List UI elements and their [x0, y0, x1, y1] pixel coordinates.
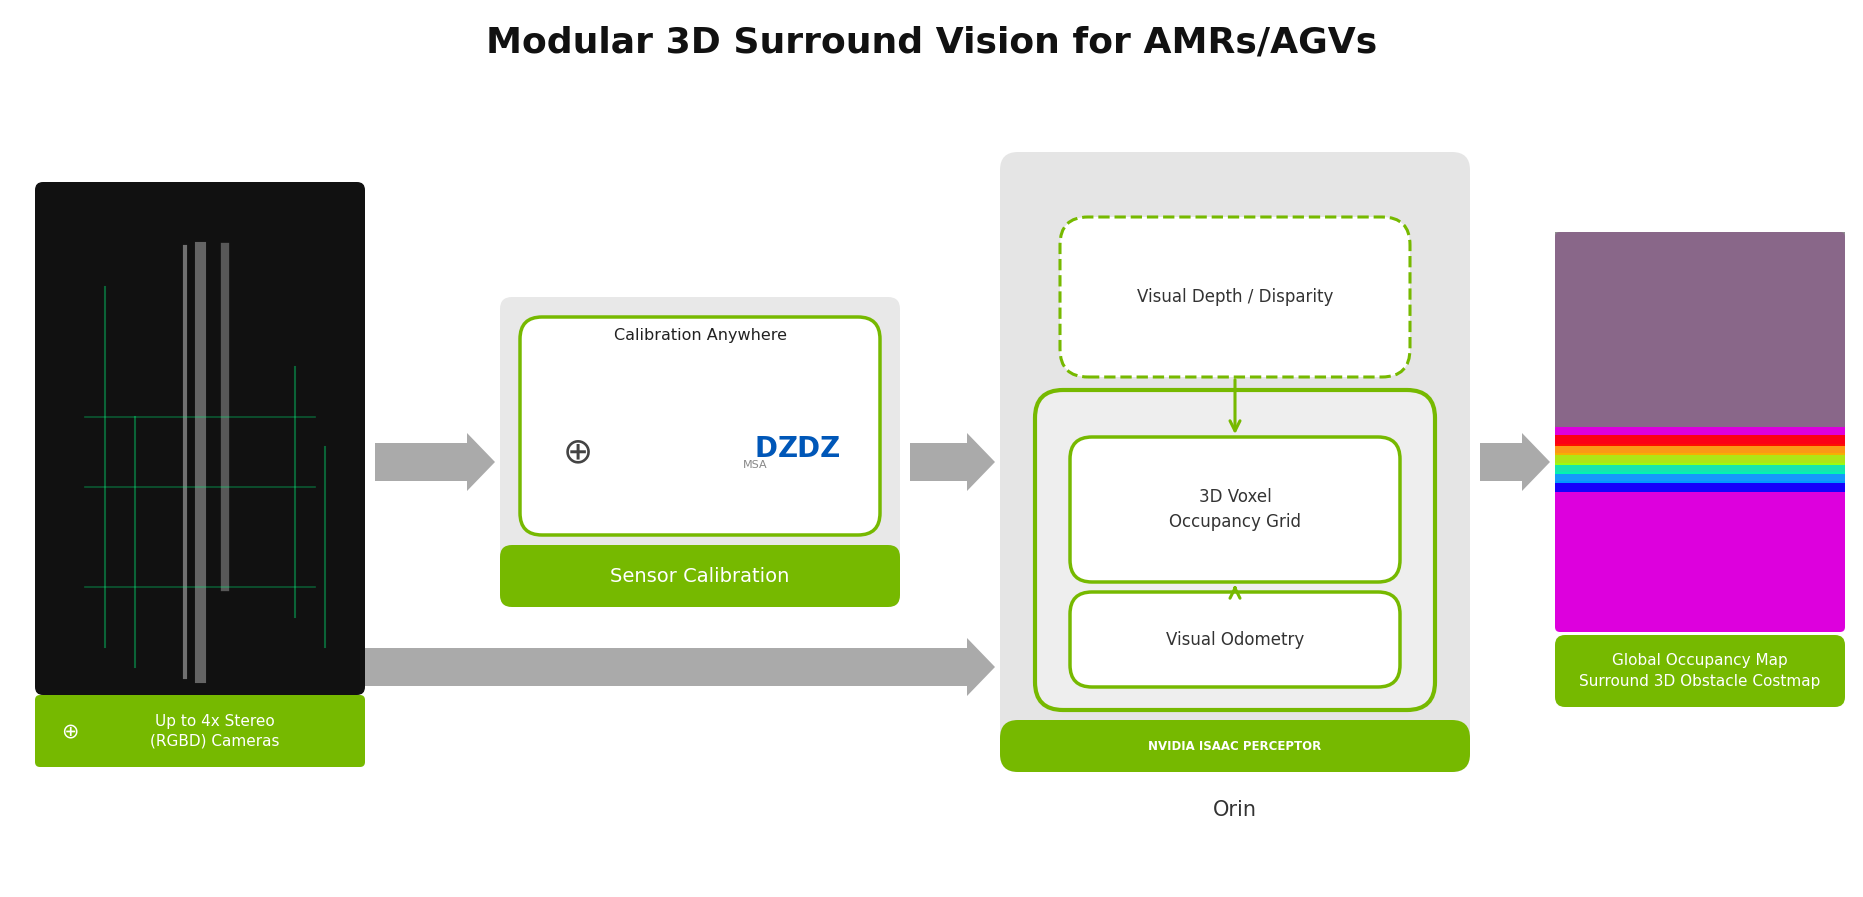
- FancyArrow shape: [1479, 433, 1550, 491]
- FancyBboxPatch shape: [520, 317, 879, 535]
- Text: MSA: MSA: [743, 460, 768, 470]
- FancyArrow shape: [909, 433, 995, 491]
- Text: Modular 3D Surround Vision for AMRs/AGVs: Modular 3D Surround Vision for AMRs/AGVs: [486, 25, 1377, 59]
- FancyBboxPatch shape: [35, 695, 365, 767]
- FancyBboxPatch shape: [1060, 217, 1410, 377]
- Text: ⊕: ⊕: [61, 721, 78, 741]
- Bar: [1556, 232, 1844, 427]
- Bar: [1556, 472, 1844, 483]
- FancyBboxPatch shape: [1556, 232, 1844, 632]
- FancyBboxPatch shape: [1000, 720, 1470, 772]
- FancyArrow shape: [374, 433, 496, 491]
- FancyBboxPatch shape: [1069, 437, 1399, 582]
- Text: Up to 4x Stereo
(RGBD) Cameras: Up to 4x Stereo (RGBD) Cameras: [151, 714, 279, 748]
- FancyArrow shape: [229, 638, 995, 696]
- Text: Visual Depth / Disparity: Visual Depth / Disparity: [1136, 288, 1334, 306]
- FancyBboxPatch shape: [1556, 635, 1844, 707]
- FancyBboxPatch shape: [35, 182, 365, 695]
- Text: Orin: Orin: [1213, 800, 1258, 820]
- Bar: [1556, 435, 1844, 446]
- Text: Visual Odometry: Visual Odometry: [1166, 631, 1304, 649]
- FancyBboxPatch shape: [499, 545, 900, 607]
- Text: Sensor Calibration: Sensor Calibration: [611, 567, 790, 586]
- Bar: [1556, 463, 1844, 474]
- Text: Calibration Anywhere: Calibration Anywhere: [613, 327, 786, 343]
- Text: NVIDIA ISAAC PERCEPTOR: NVIDIA ISAAC PERCEPTOR: [1148, 739, 1321, 753]
- Text: Global Occupancy Map
Surround 3D Obstacle Costmap: Global Occupancy Map Surround 3D Obstacl…: [1580, 653, 1820, 689]
- Bar: [1556, 444, 1844, 456]
- Text: 3D Voxel
Occupancy Grid: 3D Voxel Occupancy Grid: [1168, 488, 1300, 531]
- Text: ǱǱ: ǱǱ: [755, 435, 840, 463]
- FancyBboxPatch shape: [1036, 390, 1435, 710]
- FancyBboxPatch shape: [1000, 152, 1470, 772]
- FancyBboxPatch shape: [1069, 592, 1399, 687]
- Bar: [1556, 453, 1844, 465]
- FancyBboxPatch shape: [499, 297, 900, 607]
- Bar: [1556, 481, 1844, 492]
- Text: ⊕: ⊕: [563, 435, 592, 469]
